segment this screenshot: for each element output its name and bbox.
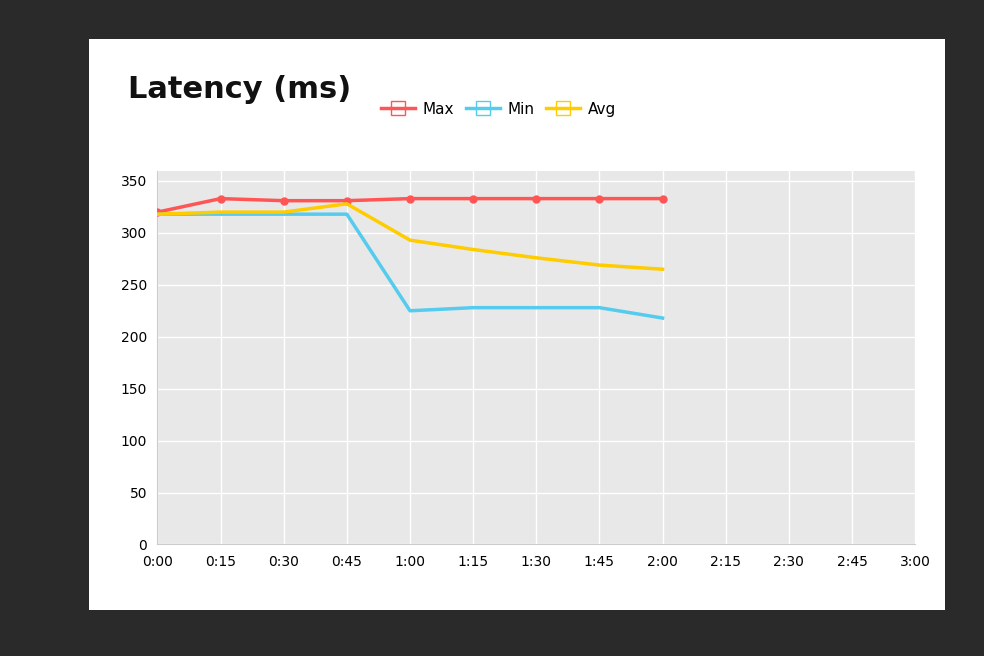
Legend: Max, Min, Avg: Max, Min, Avg	[375, 96, 622, 123]
Text: Latency (ms): Latency (ms)	[128, 75, 351, 104]
